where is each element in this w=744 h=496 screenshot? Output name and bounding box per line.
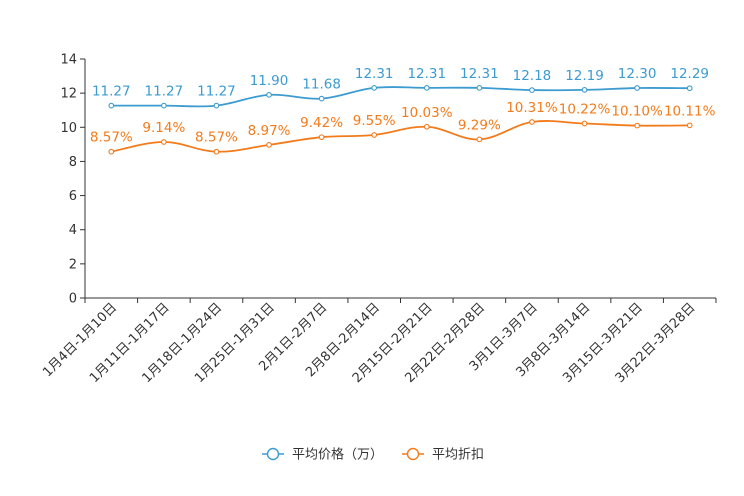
data-label: 12.31 [460, 66, 499, 82]
y-tick-label: 8 [69, 155, 77, 170]
data-label: 12.19 [565, 68, 604, 84]
legend-marker-1 [266, 447, 280, 461]
data-label: 10.22% [559, 102, 611, 118]
data-point [266, 142, 272, 148]
data-point [161, 139, 167, 145]
legend-label: 平均价格（万） [292, 447, 383, 463]
data-point [529, 87, 535, 93]
data-point [476, 136, 483, 143]
data-label: 9.14% [142, 120, 185, 136]
series-line-2 [111, 120, 690, 153]
data-point [581, 120, 588, 127]
data-point [686, 85, 693, 92]
series-line-1 [111, 86, 690, 108]
y-tick-label: 2 [69, 257, 77, 272]
data-label: 9.42% [300, 115, 343, 131]
data-point [634, 85, 640, 91]
data-label: 12.18 [513, 68, 552, 84]
data-point [266, 91, 272, 98]
data-point [476, 85, 483, 91]
y-tick-label: 6 [69, 189, 77, 204]
data-point [161, 102, 167, 109]
legend-marker-2 [406, 447, 420, 461]
data-label: 8.57% [195, 130, 238, 146]
data-point [371, 85, 378, 91]
data-label: 11.90 [250, 73, 289, 89]
data-point [423, 123, 430, 130]
data-label: 11.68 [302, 77, 341, 93]
data-point [213, 102, 220, 109]
data-point [686, 122, 693, 129]
data-label: 8.57% [90, 130, 133, 146]
y-tick-label: 0 [69, 292, 77, 307]
data-label: 10.31% [506, 100, 558, 116]
data-point [318, 95, 325, 102]
data-label: 12.29 [670, 66, 709, 82]
data-point [108, 102, 115, 109]
data-label: 9.29% [458, 117, 501, 133]
data-label: 12.31 [407, 66, 446, 82]
data-point [213, 148, 220, 155]
data-label: 10.11% [664, 103, 716, 119]
data-label: 9.55% [353, 113, 396, 129]
data-label: 10.10% [611, 104, 663, 120]
y-tick-label: 10 [60, 121, 77, 136]
legend-label: 平均折扣 [432, 448, 484, 463]
data-point [371, 132, 378, 138]
y-tick-label: 14 [60, 53, 77, 68]
data-label: 11.27 [197, 84, 236, 100]
data-point [634, 122, 640, 129]
data-label: 12.30 [618, 66, 657, 82]
data-label: 10.03% [401, 105, 453, 121]
data-point [529, 119, 535, 125]
data-point [581, 87, 588, 93]
data-label: 12.31 [355, 66, 394, 82]
y-tick-label: 12 [60, 87, 77, 102]
data-point [108, 148, 115, 155]
y-tick-label: 4 [69, 223, 77, 238]
data-label: 8.97% [248, 123, 291, 139]
data-point [423, 85, 430, 91]
data-point [318, 134, 325, 141]
data-label: 11.27 [145, 84, 184, 100]
data-label: 11.27 [92, 84, 131, 100]
